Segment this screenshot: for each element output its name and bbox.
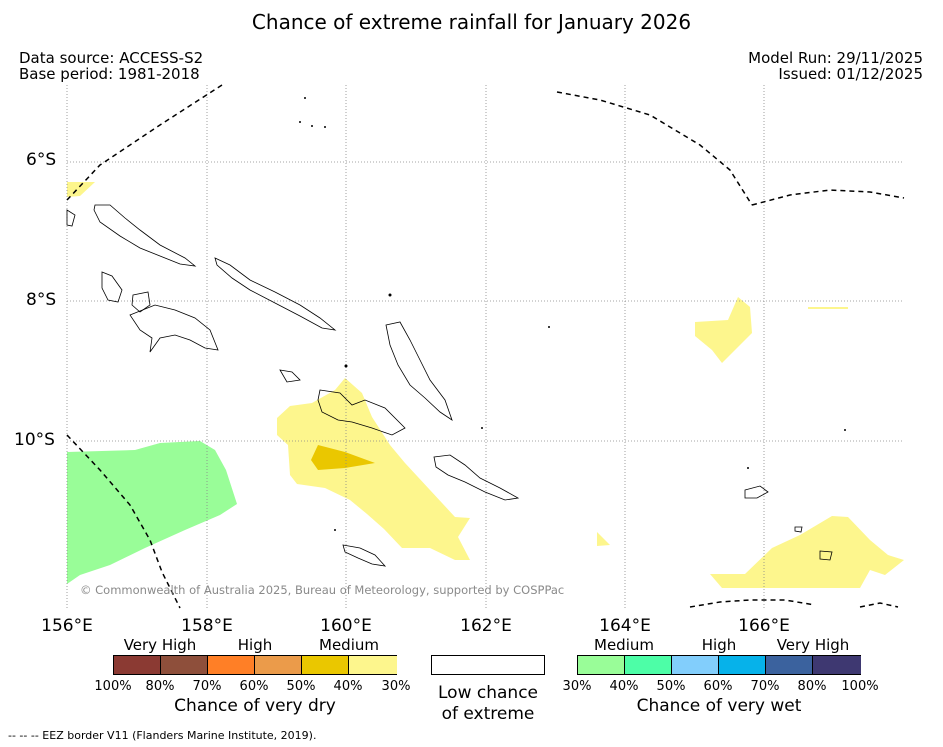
- dry-head-high: High: [237, 636, 273, 654]
- islets: [299, 97, 846, 531]
- meta-right: Model Run: 29/11/2025 Issued: 01/12/2025: [748, 50, 923, 82]
- dry-pct-30: 30%: [381, 679, 411, 694]
- lon-tick-162e: 162°E: [460, 616, 512, 636]
- low-caption-line1: Low chance: [438, 683, 538, 703]
- low-caption-line2: of extreme: [441, 704, 535, 724]
- dry-swatch-4: [255, 656, 302, 674]
- dry-pct-40: 40%: [333, 679, 363, 694]
- wet-swatch-3: [672, 656, 719, 674]
- wet-swatch-1: [578, 656, 625, 674]
- wet-swatch-4: [719, 656, 766, 674]
- dry-head-medium: Medium: [319, 636, 379, 654]
- lat-tick-8s: 8°S: [26, 290, 57, 310]
- meta-left: Data source: ACCESS-S2 Base period: 1981…: [19, 50, 203, 82]
- eez-footnote: -- -- -- EEZ border V11 (Flanders Marine…: [8, 729, 317, 742]
- dry-pct-60: 60%: [239, 679, 269, 694]
- coastlines: [66, 204, 833, 567]
- dry-colorbar: [113, 655, 397, 675]
- dry-swatch-2: [161, 656, 208, 674]
- lon-tick-158e: 158°E: [181, 616, 233, 636]
- dry-swatch-6: [349, 656, 397, 674]
- wet-pct-50: 50%: [656, 679, 686, 694]
- dry-head-very-high: Very High: [123, 636, 197, 654]
- dry-pct-80: 80%: [145, 679, 175, 694]
- lon-tick-164e: 164°E: [599, 616, 651, 636]
- lat-tick-6s: 6°S: [26, 150, 57, 170]
- low-chance-swatch: [431, 655, 545, 675]
- base-period: Base period: 1981-2018: [19, 65, 200, 83]
- lon-tick-156e: 156°E: [41, 616, 93, 636]
- wet-pct-80: 80%: [797, 679, 827, 694]
- wet-swatch-5: [766, 656, 813, 674]
- wet-head-very-high: Very High: [776, 636, 850, 654]
- dry-caption: Chance of very dry: [174, 696, 336, 716]
- dry-area-small: [597, 532, 610, 546]
- dry-swatch-3: [208, 656, 255, 674]
- wet-colorbar: [577, 655, 861, 675]
- lon-tick-160e: 160°E: [320, 616, 372, 636]
- dry-area-south: [710, 516, 904, 588]
- data-source: Data source: ACCESS-S2: [19, 49, 204, 67]
- wet-pct-60: 60%: [703, 679, 733, 694]
- dry-area-40: [311, 445, 375, 470]
- dry-swatch-1: [114, 656, 161, 674]
- wet-swatch-2: [625, 656, 672, 674]
- dry-area-east: [695, 297, 752, 363]
- wet-pct-40: 40%: [609, 679, 639, 694]
- dry-swatch-5: [302, 656, 349, 674]
- copyright-notice: © Commonwealth of Australia 2025, Bureau…: [80, 583, 565, 597]
- wet-pct-30: 30%: [562, 679, 592, 694]
- dry-area-main: [277, 378, 470, 560]
- dry-area-strip: [808, 307, 848, 309]
- wet-head-high: High: [701, 636, 737, 654]
- wet-area: [67, 441, 237, 584]
- lon-tick-166e: 166°E: [738, 616, 790, 636]
- wet-pct-70: 70%: [750, 679, 780, 694]
- map-title: Chance of extreme rainfall for January 2…: [251, 10, 692, 34]
- issued-date: Issued: 01/12/2025: [778, 65, 923, 83]
- wet-swatch-6: [813, 656, 861, 674]
- wet-head-medium: Medium: [594, 636, 654, 654]
- model-run: Model Run: 29/11/2025: [748, 49, 923, 67]
- dry-pct-100: 100%: [94, 679, 132, 694]
- eez-border: [66, 84, 905, 609]
- wet-caption: Chance of very wet: [636, 696, 802, 716]
- dry-pct-70: 70%: [192, 679, 222, 694]
- gridlines: [66, 85, 904, 608]
- lat-tick-10s: 10°S: [14, 430, 55, 450]
- dry-pct-50: 50%: [286, 679, 316, 694]
- wet-pct-100: 100%: [841, 679, 879, 694]
